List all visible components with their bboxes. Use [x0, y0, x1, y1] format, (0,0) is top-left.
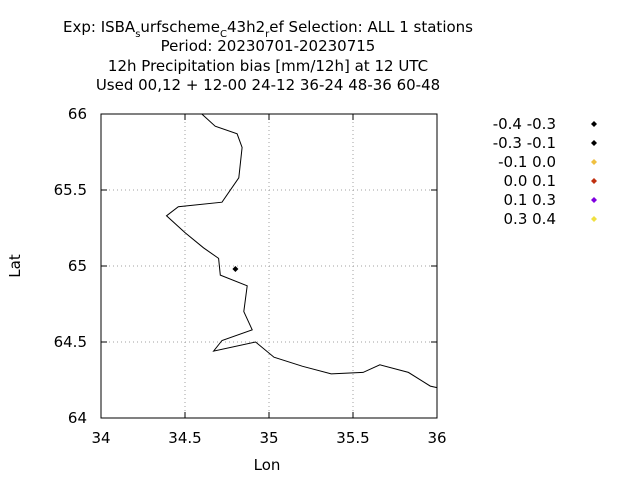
title-line: Used 00,12 + 12-00 24-12 36-24 48-36 60-… — [96, 76, 440, 94]
title-segment: ef Selection: ALL 1 stations — [269, 18, 473, 36]
x-axis-label: Lon — [254, 456, 281, 474]
title-subscript: s — [135, 29, 140, 40]
legend: -0.4 -0.3-0.3 -0.1-0.1 0.00.0 0.10.1 0.3… — [493, 115, 597, 228]
station-point — [232, 266, 239, 273]
legend-marker — [591, 216, 597, 222]
x-tick-label: 35.5 — [336, 429, 369, 447]
y-tick-label: 64 — [68, 409, 87, 427]
legend-marker — [591, 159, 597, 165]
coastline-path — [165, 113, 438, 389]
legend-marker — [591, 197, 597, 203]
y-tick-label: 65.5 — [54, 181, 87, 199]
legend-label: 0.3 0.4 — [504, 210, 556, 228]
plot-frame — [100, 113, 438, 419]
data-points — [232, 266, 239, 273]
title-line: Exp: ISBAsurfschemeC43h2ref Selection: A… — [63, 18, 473, 40]
legend-marker — [591, 121, 597, 127]
coastline — [165, 113, 438, 389]
legend-label: 0.0 0.1 — [504, 172, 556, 190]
x-tick-labels: 34 34.5 35 35.5 36 — [91, 429, 446, 447]
title-segment: 43h2 — [227, 18, 265, 36]
y-tick-labels: 64 64.5 65 65.5 66 — [54, 105, 87, 427]
legend-label: -0.1 0.0 — [498, 153, 556, 171]
title-segment: urfscheme — [140, 18, 220, 36]
chart-title: Exp: ISBAsurfschemeC43h2ref Selection: A… — [63, 18, 473, 94]
y-tick-label: 66 — [68, 105, 87, 123]
title-segment: Exp: ISBA — [63, 18, 136, 36]
legend-marker — [591, 178, 597, 184]
x-tick-label: 34 — [91, 429, 110, 447]
title-subscript: r — [265, 29, 270, 40]
legend-label: -0.4 -0.3 — [493, 115, 556, 133]
x-tick-label: 36 — [427, 429, 446, 447]
legend-label: -0.3 -0.1 — [493, 134, 556, 152]
title-subscript: C — [220, 29, 227, 40]
title-line: 12h Precipitation bias [mm/12h] at 12 UT… — [108, 57, 428, 75]
y-axis-label: Lat — [6, 254, 24, 278]
x-tick-label: 34.5 — [168, 429, 201, 447]
grid-lines — [100, 113, 438, 419]
legend-marker — [591, 140, 597, 146]
legend-label: 0.1 0.3 — [504, 191, 556, 209]
title-line: Period: 20230701-20230715 — [161, 37, 376, 55]
x-tick-label: 35 — [259, 429, 278, 447]
y-tick-label: 64.5 — [54, 333, 87, 351]
y-tick-label: 65 — [68, 257, 87, 275]
